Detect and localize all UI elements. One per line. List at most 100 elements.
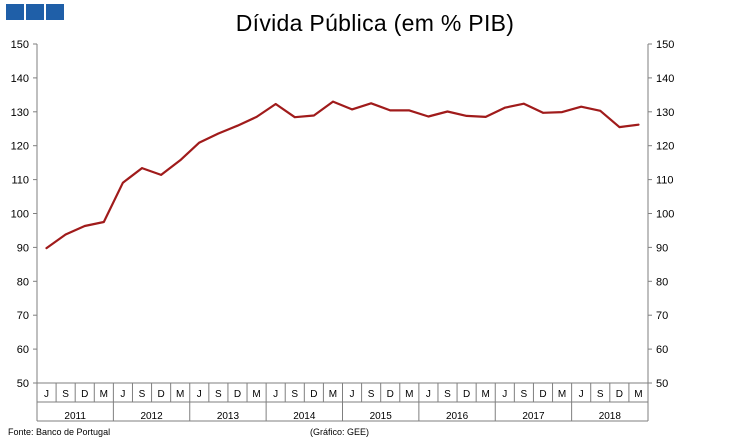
- year-label: 2014: [293, 411, 316, 422]
- data-point: [389, 109, 392, 112]
- month-label: J: [273, 389, 278, 400]
- month-label: S: [444, 389, 451, 400]
- month-label: S: [521, 389, 528, 400]
- year-label: 2013: [217, 411, 240, 422]
- chart-title: Dívida Pública (em % PIB): [235, 10, 515, 36]
- data-point: [179, 159, 182, 162]
- right-y-axis: 50 60 70 80 90 100 110 120 130 140 150: [648, 39, 674, 390]
- month-label: M: [405, 389, 413, 400]
- data-point: [332, 100, 334, 103]
- month-label: S: [597, 389, 604, 400]
- year-label: 2012: [140, 411, 163, 422]
- logo-block-1: [6, 4, 24, 20]
- data-point: [522, 102, 525, 105]
- month-label: D: [463, 389, 470, 400]
- month-label: M: [558, 389, 566, 400]
- y-tick-label-right: 120: [656, 141, 674, 153]
- y-tick-label-left: 80: [17, 276, 29, 288]
- year-label: 2011: [64, 411, 86, 422]
- month-label: S: [368, 389, 375, 400]
- month-label: D: [157, 389, 164, 400]
- data-point: [484, 115, 487, 118]
- y-tick-label-right: 80: [656, 276, 668, 288]
- logo-block-3: [46, 4, 64, 20]
- y-tick-label-right: 60: [656, 344, 668, 356]
- month-label: J: [426, 389, 431, 400]
- chart-axes: [36, 44, 649, 422]
- month-label: D: [539, 389, 546, 400]
- month-label: M: [329, 389, 337, 400]
- year-label: 2017: [522, 411, 545, 422]
- line-chart: 50 60 70 80 90 100 110 120 130 140 150 50 60 70 80 90 1…: [11, 39, 675, 422]
- y-tick-label-right: 140: [656, 73, 674, 85]
- month-label: J: [502, 389, 507, 400]
- month-label: S: [215, 389, 222, 400]
- data-point: [370, 102, 373, 105]
- data-point: [580, 105, 583, 108]
- data-point: [45, 247, 48, 249]
- month-label: S: [62, 389, 69, 400]
- y-tick-label-right: 100: [656, 209, 674, 221]
- data-point: [446, 110, 449, 113]
- y-tick-label-right: 150: [656, 39, 674, 51]
- y-tick-label-left: 130: [11, 107, 29, 119]
- month-label: J: [579, 389, 584, 400]
- data-point: [561, 111, 563, 114]
- y-tick-label-left: 90: [17, 242, 29, 254]
- month-label: D: [387, 389, 394, 400]
- month-label: D: [234, 389, 241, 400]
- data-point: [160, 173, 163, 176]
- data-point: [217, 132, 220, 135]
- y-tick-label-left: 100: [11, 209, 29, 221]
- year-label: 2018: [599, 411, 622, 422]
- y-tick-label-left: 70: [17, 310, 29, 322]
- y-tick-label-right: 70: [656, 310, 668, 322]
- data-point: [122, 181, 124, 184]
- month-label: J: [120, 389, 125, 400]
- left-y-axis: 50 60 70 80 90 100 110 120 130 140 150: [11, 39, 37, 390]
- data-point: [618, 126, 621, 128]
- y-tick-label-right: 130: [656, 107, 674, 119]
- series-line: [45, 100, 640, 250]
- data-point: [274, 103, 277, 105]
- month-label: J: [197, 389, 202, 400]
- month-label: M: [100, 389, 108, 400]
- data-point: [141, 167, 143, 169]
- data-point: [198, 141, 201, 144]
- data-point: [83, 225, 86, 227]
- month-label: M: [176, 389, 184, 400]
- source-note: Fonte: Banco de Portugal: [8, 427, 111, 437]
- logo-block-2: [26, 4, 44, 20]
- month-label: D: [310, 389, 317, 400]
- data-point: [599, 109, 602, 112]
- data-point: [351, 108, 353, 111]
- data-point: [312, 114, 315, 117]
- y-tick-label-left: 120: [11, 141, 29, 153]
- data-point: [102, 221, 105, 223]
- data-point: [408, 109, 411, 112]
- data-point: [236, 124, 239, 127]
- data-point: [503, 106, 506, 109]
- month-label: M: [252, 389, 260, 400]
- y-tick-label-left: 60: [17, 344, 29, 356]
- y-tick-label-left: 110: [11, 175, 29, 187]
- month-label: D: [81, 389, 88, 400]
- month-label: M: [634, 389, 642, 400]
- data-point: [465, 114, 468, 117]
- data-point: [637, 123, 640, 126]
- data-point: [542, 111, 544, 114]
- month-label: D: [616, 389, 623, 400]
- month-label: S: [291, 389, 298, 400]
- year-label: 2016: [446, 411, 469, 422]
- data-point: [293, 116, 296, 119]
- series-group: [45, 100, 640, 250]
- data-point: [427, 115, 430, 118]
- month-label: S: [139, 389, 146, 400]
- y-tick-label-right: 90: [656, 242, 668, 254]
- y-tick-label-left: 150: [11, 39, 29, 51]
- y-tick-label-left: 140: [11, 73, 29, 85]
- data-point: [255, 115, 258, 118]
- y-tick-label-right: 110: [656, 175, 674, 187]
- y-tick-label-left: 50: [17, 378, 29, 390]
- y-tick-label-right: 50: [656, 378, 668, 390]
